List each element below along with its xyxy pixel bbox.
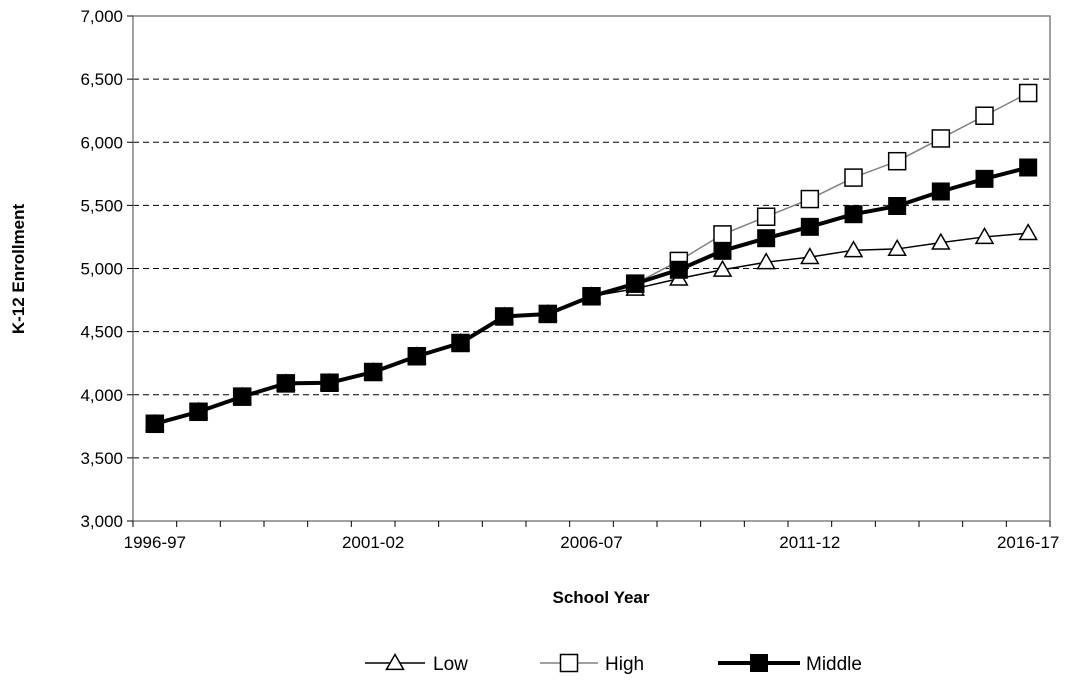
data-point-low	[974, 226, 995, 245]
data-point-high	[1018, 83, 1038, 103]
data-point-middle	[538, 304, 557, 323]
data-point-middle	[975, 169, 994, 188]
data-point-high	[713, 225, 732, 244]
legend-label: Middle	[806, 654, 862, 675]
legend-item-high: High	[540, 653, 644, 675]
y-tick-label: 6,500	[80, 70, 123, 89]
data-point-middle	[189, 402, 208, 421]
data-point-low	[843, 240, 864, 258]
data-point-low	[712, 259, 733, 277]
y-tick-label: 4,000	[80, 386, 123, 405]
legend-item-middle: Middle	[718, 654, 862, 675]
legend-item-low: Low	[365, 652, 468, 675]
data-point-middle	[669, 260, 688, 279]
data-point-middle	[713, 241, 732, 260]
data-point-low	[931, 232, 951, 250]
data-point-high	[800, 189, 820, 209]
y-tick-label: 7,000	[80, 7, 123, 26]
y-tick-label: 5,500	[80, 196, 123, 215]
data-point-high	[931, 129, 951, 148]
data-point-middle	[451, 333, 470, 352]
data-point-middle	[320, 373, 339, 392]
data-point-high	[887, 151, 907, 171]
data-point-middle	[276, 374, 295, 393]
legend-marker	[750, 654, 768, 672]
y-tick-label: 6,000	[80, 133, 123, 152]
data-point-low	[800, 247, 820, 265]
y-tick-label: 3,000	[80, 512, 123, 531]
data-point-high	[756, 207, 776, 226]
data-point-middle	[800, 217, 819, 236]
x-axis: 1996-97 2001-02 2006-07 2011-12 2016-17	[124, 521, 1059, 552]
data-point-high	[844, 168, 863, 187]
data-point-middle	[888, 197, 907, 216]
data-point-middle	[364, 363, 383, 382]
series-layer	[145, 83, 1038, 434]
data-point-middle	[931, 182, 950, 201]
y-tick-label: 4,500	[80, 323, 123, 342]
x-tick-label: 2001-02	[342, 533, 404, 552]
legend-label: Low	[433, 654, 468, 675]
plot-area	[132, 15, 1051, 522]
data-point-middle	[495, 307, 514, 326]
x-axis-title: School Year	[552, 588, 649, 607]
data-point-high	[975, 106, 994, 125]
data-point-low	[887, 238, 907, 257]
data-point-middle	[145, 414, 164, 433]
y-tick-label: 5,000	[80, 260, 123, 279]
data-point-middle	[626, 274, 645, 293]
y-tick-label: 3,500	[80, 449, 123, 468]
gridlines	[133, 78, 1050, 459]
data-point-middle	[233, 387, 252, 406]
data-point-middle	[757, 229, 776, 248]
series-middle	[145, 158, 1038, 433]
x-tick-label: 2006-07	[560, 533, 622, 552]
x-tick-label: 2011-12	[779, 533, 840, 552]
data-point-middle	[844, 205, 863, 224]
legend-marker	[559, 653, 579, 673]
y-axis-title: K-12 Enrollment	[9, 203, 28, 334]
x-tick-label: 2016-17	[997, 533, 1059, 552]
legend-label: High	[605, 654, 644, 675]
series-low	[145, 223, 1038, 431]
data-point-middle	[582, 287, 601, 306]
data-point-middle	[407, 347, 426, 366]
data-point-middle	[1019, 158, 1038, 177]
legend: Low High Middle	[365, 652, 862, 675]
data-point-low	[756, 252, 776, 270]
y-axis: 3,000 3,500 4,000 4,500 5,000 5,500 6,000 6,500…	[80, 7, 133, 531]
x-tick-label: 1996-97	[124, 533, 186, 552]
legend-marker	[385, 652, 405, 671]
data-point-low	[1018, 223, 1038, 241]
